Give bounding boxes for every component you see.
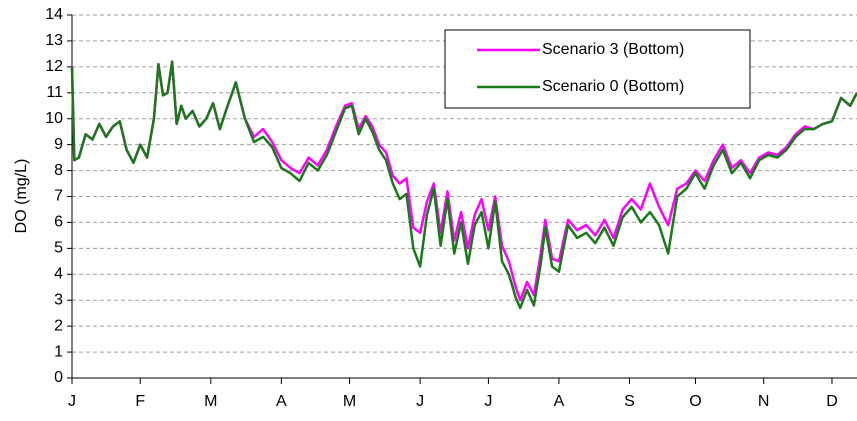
x-tick-label: J: [68, 393, 76, 410]
x-tick-label: F: [135, 393, 145, 410]
legend-box: [444, 29, 751, 109]
x-tick-label: M: [204, 393, 217, 410]
x-tick-label: A: [554, 393, 565, 410]
x-tick-label: D: [826, 393, 838, 410]
y-tick-label: 2: [54, 317, 63, 334]
y-tick-label: 10: [45, 110, 63, 127]
x-tick-label: S: [624, 393, 635, 410]
y-tick-label: 8: [54, 162, 63, 179]
y-tick-label: 7: [54, 188, 63, 205]
y-tick-label: 5: [54, 240, 63, 257]
x-tick-label: J: [484, 393, 492, 410]
y-tick-label: 4: [54, 266, 63, 283]
y-axis-label: DO (mg/L): [13, 159, 30, 234]
x-tick-label: A: [276, 393, 287, 410]
series-line: [70, 60, 857, 310]
y-tick-label: 11: [46, 84, 63, 101]
legend-label: Scenario 0 (Bottom): [542, 78, 684, 95]
y-tick-label: 0: [54, 369, 63, 386]
x-tick-label: M: [343, 393, 356, 410]
y-tick-label: 6: [54, 214, 63, 231]
y-tick-label: 9: [54, 136, 63, 153]
y-tick-label: 13: [45, 32, 63, 49]
x-tick-label: J: [416, 393, 424, 410]
y-tick-label: 3: [54, 291, 63, 308]
y-tick-label: 1: [54, 343, 63, 360]
y-tick-label: 12: [45, 58, 63, 75]
x-tick-label: O: [689, 393, 701, 410]
legend-label: Scenario 3 (Bottom): [542, 41, 684, 58]
x-tick-label: N: [758, 393, 770, 410]
y-tick-label: 14: [45, 6, 63, 23]
